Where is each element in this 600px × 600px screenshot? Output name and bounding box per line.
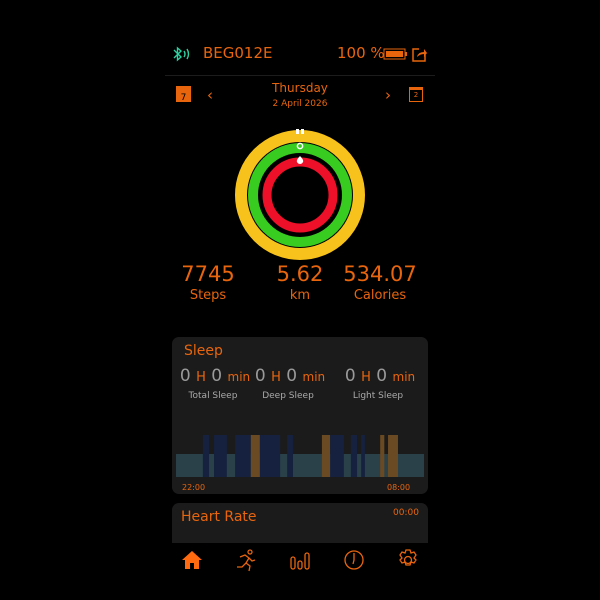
deep-sleep-bar <box>235 435 251 477</box>
calories-ring <box>262 157 338 233</box>
settings-icon[interactable] <box>396 548 420 572</box>
next-day-button[interactable]: › <box>385 86 391 104</box>
hours-value: 0 <box>254 366 266 386</box>
steps-value: 7745 <box>181 262 235 286</box>
clock-icon[interactable] <box>342 548 366 572</box>
awake-sleep-bar <box>380 435 385 477</box>
deep-sleep-bar <box>214 435 227 477</box>
minutes-unit: min <box>392 370 416 384</box>
device-name: BEG012E <box>203 44 273 62</box>
activity-icon[interactable] <box>234 548 258 572</box>
heart-rate-title: Heart Rate <box>181 509 257 525</box>
awake-sleep-bar <box>321 435 331 477</box>
sleep-metric-label: Deep Sleep <box>262 391 314 401</box>
awake-sleep-bar <box>250 435 260 477</box>
deep-sleep-bar <box>259 435 281 477</box>
home-icon[interactable] <box>180 548 204 572</box>
activity-rings <box>235 129 365 260</box>
awake-sleep-bar <box>388 435 398 477</box>
sleep-metric-label: Total Sleep <box>188 391 238 401</box>
prev-day-button[interactable]: ‹ <box>207 86 213 104</box>
steps-ring <box>235 130 365 260</box>
battery-icon <box>383 48 407 60</box>
deep-sleep-bar <box>350 435 358 477</box>
flame-icon <box>296 156 304 164</box>
hours-value: 0 <box>179 366 191 386</box>
distance-stat: 5.62 km <box>255 262 345 303</box>
bluetooth-icon <box>173 46 190 62</box>
deep-sleep-bar <box>361 435 365 477</box>
hours-unit: H <box>271 370 281 385</box>
calories-label: Calories <box>353 288 407 303</box>
steps-stat: 7745 Steps <box>163 262 253 303</box>
location-icon <box>296 142 304 150</box>
sleep-start-time: 22:00 <box>182 483 206 492</box>
deep-sleep-bar <box>202 435 210 477</box>
minutes-value: 0 <box>286 366 298 386</box>
minutes-unit: min <box>302 370 326 384</box>
sleep-metric-value: 0 H 0 min <box>245 366 335 386</box>
calories-stat: 534.07 Calories <box>335 262 425 303</box>
hours-value: 0 <box>344 366 356 386</box>
calories-value: 534.07 <box>343 262 417 286</box>
share-icon[interactable] <box>411 46 428 63</box>
calendar-week-button[interactable]: 7 <box>176 86 191 103</box>
minutes-value: 0 <box>376 366 388 386</box>
minutes-value: 0 <box>211 366 223 386</box>
deep-sleep-bar <box>330 435 344 477</box>
header-divider <box>165 75 435 76</box>
stats-icon[interactable] <box>288 548 312 572</box>
sleep-chart <box>176 435 424 477</box>
sleep-metric-label: Light Sleep <box>352 391 404 401</box>
sleep-end-time: 08:00 <box>387 483 411 492</box>
steps-label: Steps <box>189 288 227 303</box>
heart-rate-card[interactable] <box>172 503 428 543</box>
distance-label: km <box>289 288 311 303</box>
sleep-metric-value: 0 H 0 min <box>335 366 425 386</box>
minutes-unit: min <box>227 370 251 384</box>
calendar-day-button[interactable]: 2 <box>409 87 423 102</box>
footsteps-icon <box>296 129 304 134</box>
distance-value: 5.62 <box>276 262 324 286</box>
hours-unit: H <box>361 370 371 385</box>
light-sleep-band <box>176 454 424 477</box>
day-name: Thursday <box>272 81 328 95</box>
heart-rate-time: 00:00 <box>393 508 419 518</box>
sleep-title: Sleep <box>184 343 223 359</box>
sleep-metric-value: 0 H 0 min <box>170 366 260 386</box>
date-label: 2 April 2026 <box>272 99 328 109</box>
deep-sleep-bar <box>287 435 293 477</box>
hours-unit: H <box>196 370 206 385</box>
battery-percent: 100 % <box>337 44 385 62</box>
